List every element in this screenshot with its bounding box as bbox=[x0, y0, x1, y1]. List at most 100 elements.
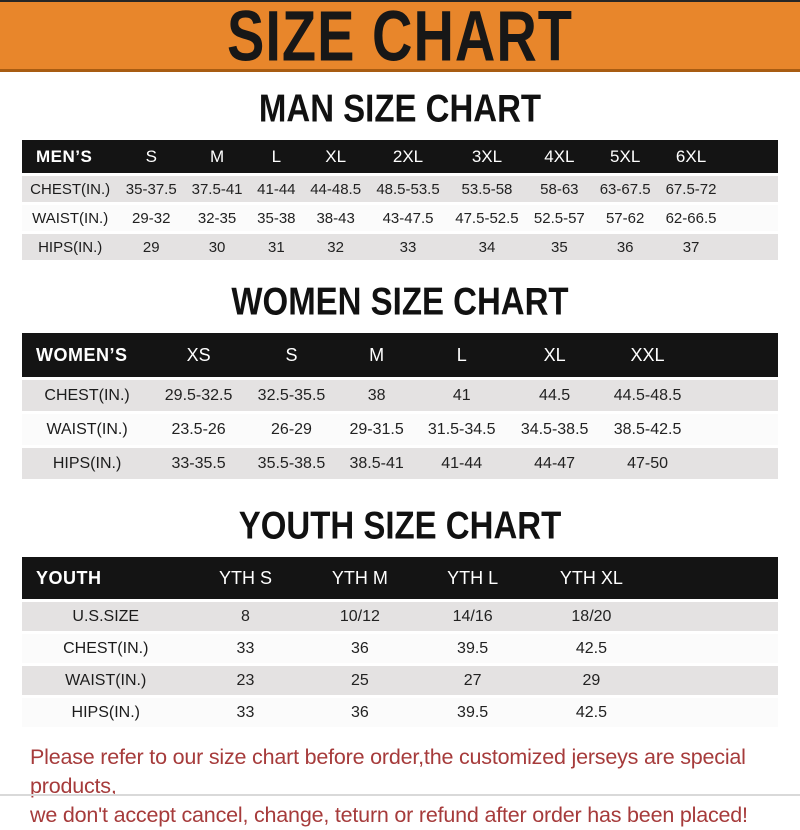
spacer-cell bbox=[656, 557, 778, 599]
disclaimer-line-2: we don't accept cancel, change, teturn o… bbox=[30, 803, 748, 827]
size-cell: 38-43 bbox=[302, 205, 369, 231]
size-cell: 33-35.5 bbox=[152, 448, 246, 479]
size-cell: 25 bbox=[301, 666, 419, 695]
size-cell: 29 bbox=[118, 234, 185, 260]
size-cell: 44.5-48.5 bbox=[601, 380, 694, 411]
table-row: WAIST(IN.) 29-32 32-35 35-38 38-43 43-47.5 47.… bbox=[22, 205, 778, 231]
size-cell: 29-31.5 bbox=[337, 414, 416, 445]
size-cell: 57-62 bbox=[592, 205, 659, 231]
size-cell: 35-38 bbox=[249, 205, 303, 231]
size-cell: 63-67.5 bbox=[592, 176, 659, 202]
table-row: HIPS(IN.) 29 30 31 32 33 34 35 36 37 bbox=[22, 234, 778, 260]
row-label: U.S.SIZE bbox=[22, 602, 190, 631]
size-cell: 52.5-57 bbox=[526, 205, 593, 231]
column-header: S bbox=[118, 140, 185, 173]
size-cell: 58-63 bbox=[526, 176, 593, 202]
column-header: L bbox=[415, 333, 509, 377]
women-size-table: WOMEN’S XS S M L XL XXL CHEST(IN.) 29.5-32.5 32.5… bbox=[22, 330, 778, 482]
column-header: M bbox=[184, 140, 250, 173]
bottom-divider bbox=[0, 794, 800, 796]
size-cell: 36 bbox=[301, 698, 419, 727]
column-header: XL bbox=[302, 140, 369, 173]
size-header-row: MEN’S S M L XL 2XL 3XL 4XL 5XL 6XL bbox=[22, 140, 778, 173]
table-row: U.S.SIZE 8 10/12 14/16 18/20 bbox=[22, 602, 778, 631]
size-cell: 26-29 bbox=[245, 414, 338, 445]
row-label: HIPS(IN.) bbox=[22, 698, 190, 727]
row-label: WAIST(IN.) bbox=[22, 666, 190, 695]
size-cell: 39.5 bbox=[418, 634, 527, 663]
row-label: CHEST(IN.) bbox=[22, 634, 190, 663]
size-header-row: YOUTH YTH S YTH M YTH L YTH XL bbox=[22, 557, 778, 599]
row-label: HIPS(IN.) bbox=[22, 234, 119, 260]
table-row: WAIST(IN.) 23 25 27 29 bbox=[22, 666, 778, 695]
row-label: CHEST(IN.) bbox=[22, 176, 119, 202]
table-row: CHEST(IN.) 29.5-32.5 32.5-35.5 38 41 44.5 44.5… bbox=[22, 380, 778, 411]
spacer-cell bbox=[656, 602, 778, 631]
men-size-table: MEN’S S M L XL 2XL 3XL 4XL 5XL 6XL CHEST(IN.) 35-37… bbox=[22, 137, 778, 263]
size-cell: 42.5 bbox=[526, 634, 656, 663]
spacer-cell bbox=[724, 234, 778, 260]
spacer-cell bbox=[724, 140, 778, 173]
column-header: 2XL bbox=[368, 140, 448, 173]
row-label: CHEST(IN.) bbox=[22, 380, 153, 411]
disclaimer-line-1: Please refer to our size chart before or… bbox=[30, 745, 746, 798]
size-cell: 37.5-41 bbox=[184, 176, 250, 202]
spacer-cell bbox=[656, 698, 778, 727]
size-cell: 33 bbox=[189, 634, 302, 663]
size-cell: 34 bbox=[447, 234, 527, 260]
size-cell: 36 bbox=[301, 634, 419, 663]
size-cell: 39.5 bbox=[418, 698, 527, 727]
table-row: CHEST(IN.) 35-37.5 37.5-41 41-44 44-48.5 48.5… bbox=[22, 176, 778, 202]
table-row: WAIST(IN.) 23.5-26 26-29 29-31.5 31.5-34.5 34… bbox=[22, 414, 778, 445]
column-header: YTH M bbox=[301, 557, 419, 599]
size-cell: 32-35 bbox=[184, 205, 250, 231]
size-cell: 43-47.5 bbox=[368, 205, 448, 231]
column-header: 5XL bbox=[592, 140, 659, 173]
size-cell: 32.5-35.5 bbox=[245, 380, 338, 411]
size-cell: 14/16 bbox=[418, 602, 527, 631]
size-cell: 8 bbox=[189, 602, 302, 631]
size-cell: 30 bbox=[184, 234, 250, 260]
column-header: YTH XL bbox=[526, 557, 656, 599]
table-category-label: WOMEN’S bbox=[22, 333, 153, 377]
column-header: 6XL bbox=[658, 140, 724, 173]
spacer-cell bbox=[694, 333, 778, 377]
size-cell: 41-44 bbox=[415, 448, 509, 479]
spacer-cell bbox=[694, 448, 778, 479]
column-header: XL bbox=[508, 333, 602, 377]
size-cell: 35.5-38.5 bbox=[245, 448, 338, 479]
table-category-label: YOUTH bbox=[22, 557, 190, 599]
column-header: M bbox=[337, 333, 416, 377]
row-label: WAIST(IN.) bbox=[22, 205, 119, 231]
row-label: WAIST(IN.) bbox=[22, 414, 153, 445]
spacer-cell bbox=[656, 634, 778, 663]
size-cell: 41 bbox=[415, 380, 509, 411]
youth-size-chart-section: YOUTH SIZE CHART YOUTH YTH S YTH M YTH L YTH… bbox=[0, 504, 800, 730]
table-row: HIPS(IN.) 33 36 39.5 42.5 bbox=[22, 698, 778, 727]
row-label: HIPS(IN.) bbox=[22, 448, 153, 479]
size-cell: 67.5-72 bbox=[658, 176, 724, 202]
spacer-cell bbox=[694, 380, 778, 411]
women-size-chart-section: WOMEN SIZE CHART WOMEN’S XS S M L XL XXL CHEST(… bbox=[0, 280, 800, 482]
youth-size-table: YOUTH YTH S YTH M YTH L YTH XL U.S.SIZE 8 10/12… bbox=[22, 554, 778, 730]
men-size-chart-section: MAN SIZE CHART MEN’S S M L XL 2XL 3XL 4XL 5XL 6XL… bbox=[0, 87, 800, 263]
size-cell: 38.5-42.5 bbox=[601, 414, 694, 445]
size-cell: 44.5 bbox=[508, 380, 602, 411]
spacer-cell bbox=[724, 176, 778, 202]
size-cell: 33 bbox=[189, 698, 302, 727]
size-header-row: WOMEN’S XS S M L XL XXL bbox=[22, 333, 778, 377]
spacer-cell bbox=[694, 414, 778, 445]
column-header: YTH S bbox=[189, 557, 302, 599]
size-cell: 27 bbox=[418, 666, 527, 695]
size-cell: 33 bbox=[368, 234, 448, 260]
size-cell: 44-48.5 bbox=[302, 176, 369, 202]
banner-title: SIZE CHART bbox=[227, 0, 573, 76]
size-cell: 47.5-52.5 bbox=[447, 205, 527, 231]
size-cell: 18/20 bbox=[526, 602, 656, 631]
size-cell: 29.5-32.5 bbox=[152, 380, 246, 411]
size-cell: 62-66.5 bbox=[658, 205, 724, 231]
column-header: XS bbox=[152, 333, 246, 377]
women-chart-title: WOMEN SIZE CHART bbox=[231, 280, 569, 324]
size-cell: 44-47 bbox=[508, 448, 602, 479]
men-chart-title: MAN SIZE CHART bbox=[258, 87, 542, 131]
